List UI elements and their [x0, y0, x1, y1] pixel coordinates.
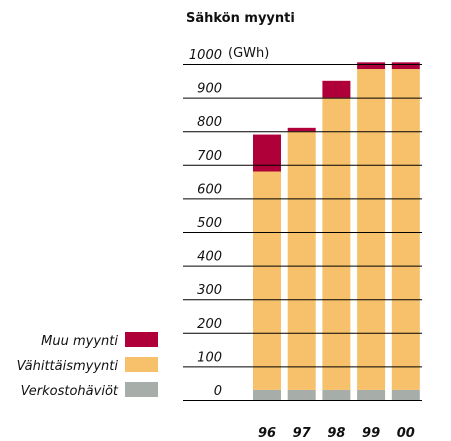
legend-label: Verkostohäviöt: [21, 384, 119, 399]
legend-label: Vähittäismyynti: [17, 359, 119, 374]
legend-swatch: [125, 357, 158, 372]
bar-segment: [322, 80, 351, 98]
chart-title: Sähkön myynti: [186, 11, 295, 26]
y-tick-label: 1000: [189, 48, 222, 63]
x-tick-label: 00: [397, 426, 415, 441]
y-tick-label: 800: [197, 115, 222, 130]
y-tick-label: 100: [197, 350, 222, 365]
x-tick-label: 97: [293, 426, 312, 441]
bar-segment: [322, 389, 351, 400]
bar-segment: [287, 127, 316, 132]
bar-segment: [253, 389, 281, 400]
y-tick-label: 900: [197, 82, 222, 97]
x-tick-label: 96: [258, 426, 276, 441]
x-tick-label: 98: [327, 426, 345, 441]
y-tick-label: 700: [197, 149, 222, 164]
y-tick-label: 300: [197, 283, 222, 298]
bar-segment: [322, 97, 351, 390]
legend-label: Muu myynti: [41, 334, 118, 349]
y-unit: (GWh): [228, 46, 269, 61]
x-tick-label: 99: [362, 426, 380, 441]
bar-segment: [357, 62, 386, 70]
y-tick-label: 600: [197, 182, 222, 197]
bar-segment: [253, 134, 281, 172]
bar-segment: [357, 389, 386, 400]
y-tick-label: 200: [197, 317, 222, 332]
legend-swatch: [125, 332, 158, 347]
bar-segment: [357, 69, 386, 390]
y-tick-label: 0: [214, 384, 222, 399]
bar-segment: [253, 171, 281, 390]
bar-segment: [391, 69, 420, 390]
bar-segment: [391, 62, 420, 70]
bar-segment: [287, 389, 316, 400]
bar-segment: [287, 131, 316, 390]
y-tick-label: 500: [197, 216, 222, 231]
legend-swatch: [125, 382, 158, 397]
y-tick-label: 400: [197, 250, 222, 265]
bar-segment: [391, 389, 420, 400]
